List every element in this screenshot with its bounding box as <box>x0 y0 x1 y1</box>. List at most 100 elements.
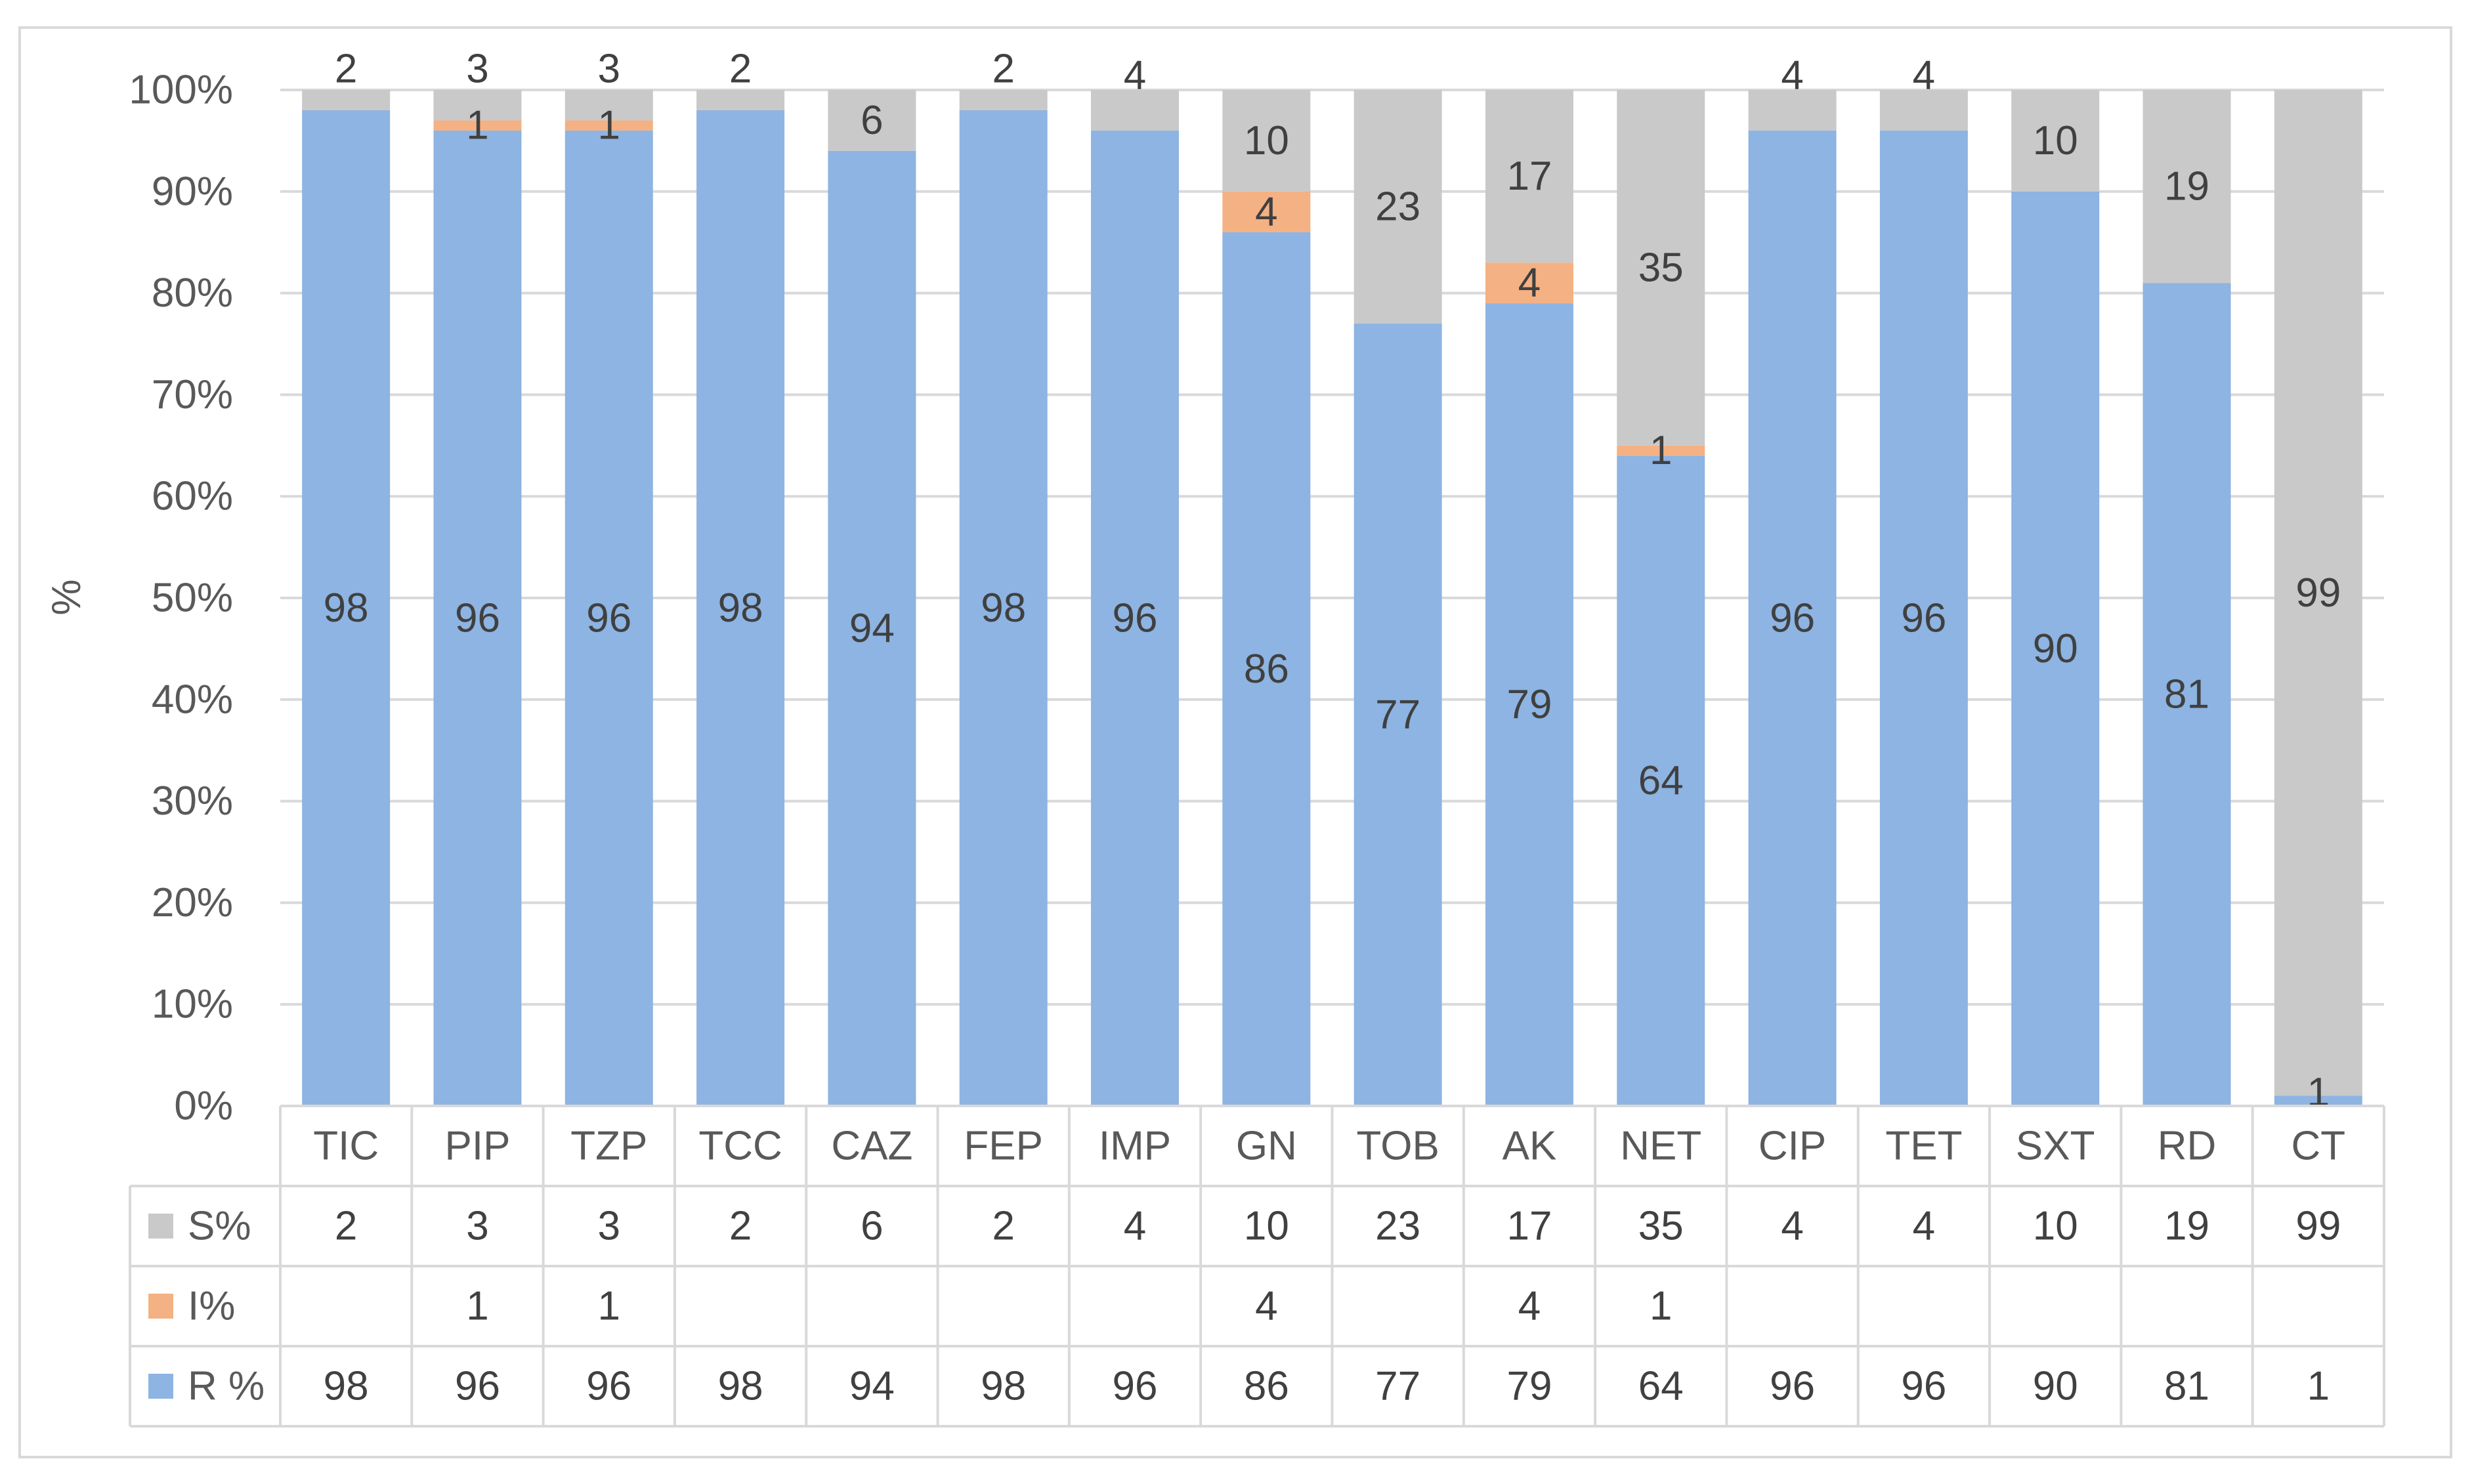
data-label-r: 96 <box>455 595 500 641</box>
bar-segment <box>1617 90 1705 446</box>
bar-segment <box>1091 90 1180 131</box>
bar-segment <box>565 90 653 121</box>
x-tick-label: GN <box>1236 1124 1297 1169</box>
table-cell: 64 <box>1638 1364 1684 1409</box>
data-label-s: 6 <box>861 98 883 143</box>
data-label-i: 1 <box>466 103 488 148</box>
data-label-r: 98 <box>718 585 763 631</box>
table-cell: 96 <box>455 1364 500 1409</box>
data-label-r: 96 <box>1770 595 1815 641</box>
y-tick-label: 40% <box>152 677 233 722</box>
data-label-r: 94 <box>849 606 895 651</box>
x-tick-label: TCC <box>698 1124 782 1169</box>
data-label-r: 1 <box>2307 1070 2330 1115</box>
x-tick-label: SXT <box>2016 1124 2095 1169</box>
bar-segment <box>1353 324 1442 1106</box>
bar-segment <box>433 130 522 1106</box>
data-label-s: 3 <box>466 47 488 92</box>
data-label-s: 17 <box>1506 154 1552 199</box>
table-cell: 86 <box>1244 1364 1289 1409</box>
table-cell: 6 <box>861 1204 883 1249</box>
y-tick-label: 60% <box>152 474 233 519</box>
x-tick-label: RD <box>2158 1124 2217 1169</box>
y-tick-label: 0% <box>174 1084 233 1129</box>
table-cell: 79 <box>1506 1364 1552 1409</box>
table-cell: 77 <box>1375 1364 1420 1409</box>
table-cell: 96 <box>1113 1364 1158 1409</box>
data-label-r: 86 <box>1244 647 1289 692</box>
table-cell: 10 <box>2033 1204 2078 1249</box>
data-label-r: 64 <box>1638 758 1684 803</box>
bar-segment <box>1617 456 1705 1106</box>
table-cell: 98 <box>718 1364 763 1409</box>
table-cell: 10 <box>1244 1204 1289 1249</box>
bar-segment <box>2274 90 2362 1096</box>
bar-segment <box>1748 130 1837 1106</box>
table-cell: 96 <box>1770 1364 1815 1409</box>
bar-segment <box>565 120 653 131</box>
bar-segment <box>565 130 653 1106</box>
y-tick-label: 30% <box>152 778 233 824</box>
x-tick-label: NET <box>1620 1124 1701 1169</box>
table-cell: 35 <box>1638 1204 1684 1249</box>
data-label-s: 35 <box>1638 245 1684 290</box>
data-table: TIC PIP TZP TCC CAZ FEP IMP GN TOB AK NET CIP TET SXT… <box>129 1105 2385 1428</box>
data-label-s: 2 <box>729 47 752 92</box>
table-cell: 98 <box>981 1364 1026 1409</box>
table-cell: 90 <box>2033 1364 2078 1409</box>
y-tick-label: 70% <box>152 372 233 417</box>
data-label-s: 99 <box>2295 570 2341 616</box>
data-label-r: 96 <box>1901 595 1946 641</box>
legend-label: S% <box>188 1204 251 1249</box>
data-label-i: 1 <box>1650 428 1672 473</box>
data-label-r: 77 <box>1375 692 1420 738</box>
table-cell: 4 <box>1913 1204 1935 1249</box>
bar-segment <box>2142 283 2231 1106</box>
table-cell: 2 <box>729 1204 752 1249</box>
bar-segment <box>433 120 522 131</box>
x-tick-label: TOB <box>1356 1124 1439 1169</box>
y-tick-label: 50% <box>152 576 233 621</box>
y-tick-label: 20% <box>152 880 233 925</box>
bar-segment <box>433 90 522 121</box>
data-label-r: 96 <box>586 595 631 641</box>
bar-segment <box>959 110 1048 1107</box>
x-tick-label: IMP <box>1099 1124 1171 1169</box>
bar-segment <box>1485 303 1573 1107</box>
legend-swatch <box>148 1374 173 1399</box>
table-cell: 1 <box>598 1284 620 1329</box>
legend-label: R % <box>188 1364 265 1409</box>
x-tick-label: TET <box>1885 1124 1962 1169</box>
x-tick-label: AK <box>1502 1124 1557 1169</box>
bar-segment <box>1353 90 1442 324</box>
data-label-s: 3 <box>598 47 620 92</box>
table-cell: 17 <box>1506 1204 1552 1249</box>
bar-segment <box>1091 130 1180 1106</box>
data-label-r: 90 <box>2033 626 2078 671</box>
table-cell: 99 <box>2295 1204 2341 1249</box>
bar-segment <box>1879 130 1968 1106</box>
x-tick-label: FEP <box>964 1124 1043 1169</box>
data-label-r: 98 <box>324 585 369 631</box>
legend-label: I% <box>188 1284 235 1329</box>
y-axis-ticks: 0% 10% 20% 30% 40% 50% 60% 70% 80% 90% 100% <box>129 68 233 1129</box>
x-tick-label: TZP <box>570 1124 647 1169</box>
x-tick-label: CT <box>2291 1124 2346 1169</box>
table-cell: 1 <box>1650 1284 1672 1329</box>
y-axis-label: % <box>44 579 89 615</box>
bar-segment <box>1748 90 1837 131</box>
y-tick-label: 100% <box>129 68 233 113</box>
bar-segment <box>302 90 391 110</box>
legend-swatch <box>148 1294 173 1319</box>
bar-segment <box>2274 1095 2362 1106</box>
table-cell: 96 <box>586 1364 631 1409</box>
bars <box>302 90 2362 1107</box>
data-label-s: 4 <box>1913 53 1935 98</box>
data-label-i: 4 <box>1255 189 1277 234</box>
table-cell: 4 <box>1781 1204 1803 1249</box>
data-label-s: 10 <box>1244 118 1289 163</box>
bar-segment <box>1222 90 1311 192</box>
bar-segment <box>959 90 1048 110</box>
table-cell: 98 <box>324 1364 369 1409</box>
data-label-s: 2 <box>992 47 1014 92</box>
